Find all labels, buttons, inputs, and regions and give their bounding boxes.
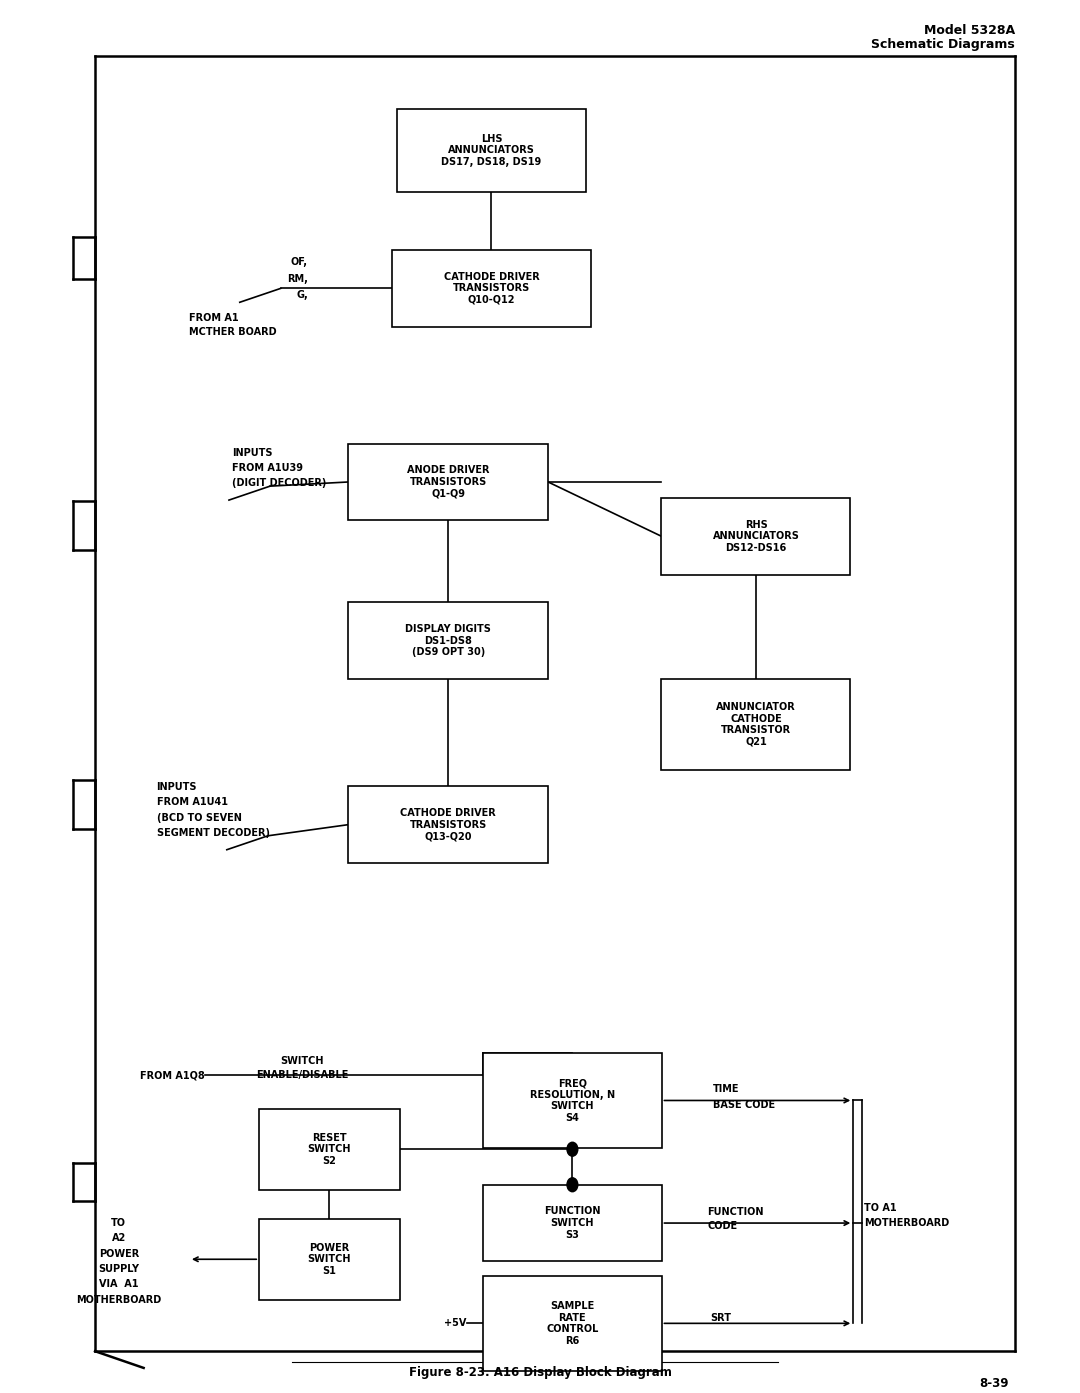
Circle shape	[567, 1178, 578, 1191]
Text: Schematic Diagrams: Schematic Diagrams	[872, 38, 1015, 52]
Text: LHS
ANNUNCIATORS
DS17, DS18, DS19: LHS ANNUNCIATORS DS17, DS18, DS19	[442, 134, 541, 167]
Text: +5V: +5V	[444, 1318, 467, 1329]
FancyBboxPatch shape	[484, 1276, 661, 1371]
Text: MOTHERBOARD: MOTHERBOARD	[864, 1217, 949, 1229]
Text: (BCD TO SEVEN: (BCD TO SEVEN	[157, 812, 242, 823]
Text: G,: G,	[296, 290, 308, 301]
Text: VIA  A1: VIA A1	[99, 1279, 138, 1290]
Text: CATHODE DRIVER
TRANSISTORS
Q13-Q20: CATHODE DRIVER TRANSISTORS Q13-Q20	[401, 808, 496, 841]
Text: FROM A1U39: FROM A1U39	[232, 462, 303, 474]
Text: CODE: CODE	[707, 1220, 738, 1231]
Text: TO: TO	[111, 1217, 126, 1229]
Text: POWER: POWER	[98, 1248, 139, 1259]
Text: BASE CODE: BASE CODE	[713, 1099, 775, 1110]
FancyBboxPatch shape	[348, 443, 549, 520]
Text: Figure 8-23. A16 Display Block Diagram: Figure 8-23. A16 Display Block Diagram	[408, 1365, 672, 1379]
FancyBboxPatch shape	[484, 1053, 661, 1148]
Text: ANODE DRIVER
TRANSISTORS
Q1-Q9: ANODE DRIVER TRANSISTORS Q1-Q9	[407, 465, 489, 499]
Text: SAMPLE
RATE
CONTROL
R6: SAMPLE RATE CONTROL R6	[546, 1301, 598, 1346]
Text: FUNCTION: FUNCTION	[707, 1206, 764, 1217]
Text: SUPPLY: SUPPLY	[98, 1263, 139, 1275]
FancyBboxPatch shape	[259, 1109, 400, 1190]
Text: RHS
ANNUNCIATORS
DS12-DS16: RHS ANNUNCIATORS DS12-DS16	[713, 520, 799, 553]
Text: (DIGIT DECODER): (DIGIT DECODER)	[232, 478, 326, 489]
Text: RESET
SWITCH
S2: RESET SWITCH S2	[308, 1133, 351, 1166]
FancyBboxPatch shape	[348, 786, 549, 864]
FancyBboxPatch shape	[392, 249, 592, 326]
Text: MOTHERBOARD: MOTHERBOARD	[77, 1294, 161, 1305]
Text: FROM A1Q8: FROM A1Q8	[140, 1070, 205, 1081]
Text: DISPLAY DIGITS
DS1-DS8
(DS9 OPT 30): DISPLAY DIGITS DS1-DS8 (DS9 OPT 30)	[405, 624, 491, 657]
Text: MCTHER BOARD: MCTHER BOARD	[189, 326, 276, 337]
FancyBboxPatch shape	[348, 602, 549, 678]
FancyBboxPatch shape	[661, 680, 851, 769]
Text: SRT: SRT	[711, 1312, 731, 1323]
FancyBboxPatch shape	[397, 109, 585, 192]
Text: INPUTS: INPUTS	[157, 781, 197, 793]
Text: SEGMENT DECODER): SEGMENT DECODER)	[157, 827, 270, 839]
Text: TO A1: TO A1	[864, 1202, 896, 1213]
Text: RM,: RM,	[287, 273, 308, 284]
Text: FUNCTION
SWITCH
S3: FUNCTION SWITCH S3	[544, 1206, 600, 1240]
Text: FROM A1: FROM A1	[189, 312, 239, 323]
Text: TIME: TIME	[713, 1084, 740, 1095]
FancyBboxPatch shape	[661, 497, 851, 574]
Text: FREQ
RESOLUTION, N
SWITCH
S4: FREQ RESOLUTION, N SWITCH S4	[530, 1078, 615, 1123]
Text: A2: A2	[111, 1233, 126, 1244]
Text: ANNUNCIATOR
CATHODE
TRANSISTOR
Q21: ANNUNCIATOR CATHODE TRANSISTOR Q21	[716, 702, 796, 747]
Circle shape	[567, 1142, 578, 1156]
Text: SWITCH: SWITCH	[281, 1056, 324, 1067]
Text: FROM A1U41: FROM A1U41	[157, 797, 228, 808]
FancyBboxPatch shape	[259, 1219, 400, 1300]
Text: ENABLE/DISABLE: ENABLE/DISABLE	[256, 1070, 349, 1081]
Text: POWER
SWITCH
S1: POWER SWITCH S1	[308, 1243, 351, 1276]
Text: INPUTS: INPUTS	[232, 447, 272, 458]
Text: Model 5328A: Model 5328A	[924, 24, 1015, 38]
Text: OF,: OF,	[291, 256, 308, 267]
FancyBboxPatch shape	[484, 1184, 661, 1262]
Text: 8-39: 8-39	[978, 1376, 1009, 1390]
Text: CATHODE DRIVER
TRANSISTORS
Q10-Q12: CATHODE DRIVER TRANSISTORS Q10-Q12	[444, 272, 539, 305]
